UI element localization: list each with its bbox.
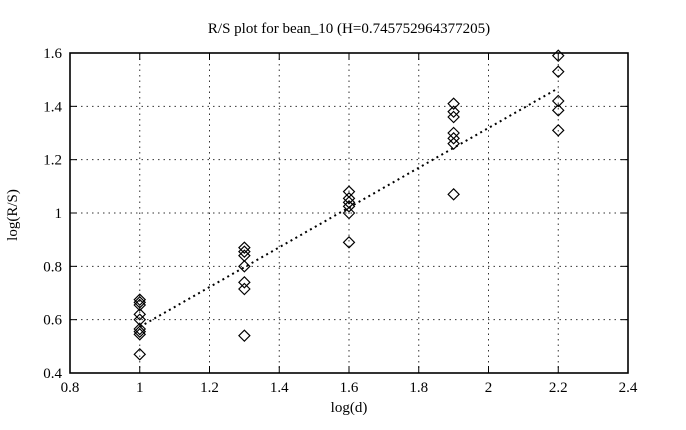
data-point-marker — [133, 298, 147, 312]
data-point-marker — [238, 329, 251, 342]
data-point-marker — [133, 293, 147, 306]
data-point-marker — [342, 236, 356, 249]
x-tick-label: 2.2 — [549, 380, 568, 396]
x-tick-label: 1.6 — [340, 380, 359, 396]
data-point-marker — [447, 105, 460, 118]
x-tick-label: 2 — [485, 380, 493, 396]
data-point-marker — [238, 241, 251, 254]
data-point-marker — [238, 282, 251, 296]
points-layer — [133, 49, 565, 361]
y-axis-label: log(R/S) — [5, 189, 21, 241]
x-axis-label: log(d) — [331, 400, 368, 416]
data-point-marker — [447, 97, 460, 110]
data-point-marker — [551, 94, 565, 108]
y-tick-label: 1 — [55, 206, 63, 222]
x-tick-label: 1.8 — [409, 380, 428, 396]
tick-labels-layer: 0.8 1 1.2 1.4 1.6 1.8 2 2.2 2.4 0.4 0.6 0.8 1 1.2 1.4 1… — [43, 46, 638, 396]
grid-layer — [70, 53, 628, 373]
data-point-marker — [133, 328, 147, 341]
data-point-marker — [551, 104, 565, 117]
x-tick-label: 0.8 — [61, 380, 80, 396]
plot-title: R/S plot for bean_10 (H=0.74575296437720… — [208, 21, 490, 37]
y-tick-label: 0.4 — [43, 366, 62, 382]
y-tick-label: 0.8 — [43, 259, 62, 275]
x-tick-label: 1.4 — [270, 380, 289, 396]
data-point-marker — [133, 348, 147, 361]
data-point-marker — [551, 124, 565, 137]
data-point-marker — [342, 206, 356, 220]
x-tick-label: 2.4 — [619, 380, 638, 396]
y-tick-label: 0.6 — [43, 313, 62, 329]
data-point-marker — [447, 188, 460, 201]
y-tick-label: 1.2 — [43, 153, 62, 169]
data-point-marker — [342, 192, 356, 205]
data-point-marker — [238, 245, 251, 258]
data-point-marker — [238, 276, 251, 289]
data-point-marker — [342, 200, 356, 213]
data-point-marker — [133, 322, 147, 336]
data-point-marker — [447, 137, 460, 150]
data-point-marker — [133, 325, 147, 338]
data-point-marker — [133, 296, 147, 309]
data-point-marker — [238, 249, 251, 262]
data-point-marker — [447, 110, 460, 124]
data-point-marker — [551, 65, 565, 78]
x-tick-label: 1.2 — [200, 380, 219, 396]
ticks-layer — [69, 52, 629, 374]
data-point-marker — [551, 49, 565, 62]
x-tick-label: 1 — [136, 380, 144, 396]
data-point-marker — [133, 308, 147, 321]
data-point-marker — [447, 132, 460, 145]
y-tick-label: 1.6 — [43, 46, 62, 62]
data-point-marker — [133, 313, 147, 326]
data-point-marker — [238, 260, 251, 273]
y-tick-label: 1.4 — [43, 99, 62, 115]
